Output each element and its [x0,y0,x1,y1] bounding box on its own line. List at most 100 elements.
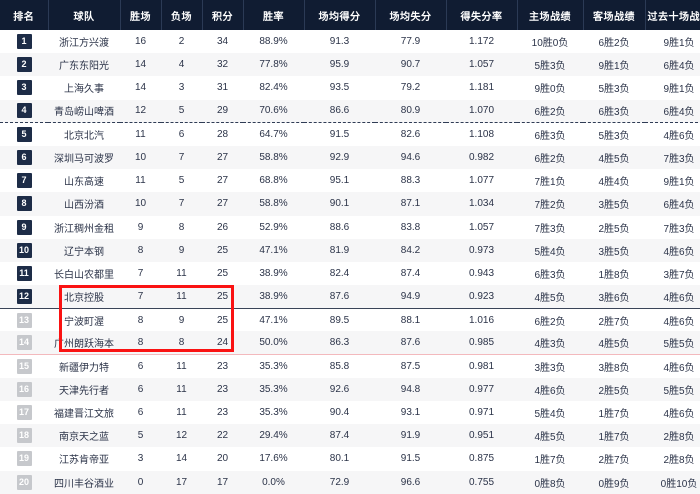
table-row[interactable]: 20 四川丰谷酒业 0 17 17 0.0% 72.9 96.6 0.755 0胜8负 0胜9负 0胜… [0,470,700,494]
cell-team: 广东东阳光 [59,61,109,73]
cell-home: 10胜0负 [531,38,569,50]
cell-pa: 94.9 [375,285,446,309]
column-header-pf[interactable]: 场均得分 [304,0,376,30]
table-row[interactable]: 8 山西汾酒 10 7 27 58.8% 90.1 87.1 1.034 7胜2负 3胜5负 6胜4负… [0,192,700,216]
column-header-pct[interactable]: 胜率 [243,0,305,30]
table-row[interactable]: 7 山东高速 11 5 27 68.8% 95.1 88.3 1.077 7胜1负 4胜4负 9胜1负… [0,169,700,193]
table-row[interactable]: 10 辽宁本钢 8 9 25 47.1% 81.9 84.2 0.973 5胜4负 3胜5负 4胜6负… [0,238,700,262]
rank-badge: 15 [16,358,32,374]
table-row[interactable]: 14 广州朗跃海本 8 8 24 50.0% 86.3 87.6 0.985 4胜3负 4胜5负 5胜… [0,331,700,355]
cell-pts: 25 [216,267,229,279]
rank-cell: 4 [0,99,48,124]
cell-ratio: 1.057 [468,221,495,233]
cell-l: 11 [176,267,187,279]
cell-ratio: 1.172 [468,36,495,48]
cell-away: 3胜5负 [598,246,630,258]
rank-badge: 7 [16,173,32,189]
cell-pa: 94.8 [400,383,421,395]
rank-cell: 17 [0,401,48,424]
cell-pa: 88.3 [400,175,421,187]
table-row[interactable]: 18 南京天之蓝 5 12 22 29.4% 87.4 91.9 0.951 4胜5负 1胜7负 2胜… [0,424,700,448]
cell-pts: 25 [216,314,229,326]
rank-badge: 2 [16,57,32,73]
cell-pts: 25 [202,285,243,309]
table-row[interactable]: 3 上海久事 14 3 31 82.4% 93.5 79.2 1.181 9胜0负 5胜3负 9胜1负… [0,76,700,100]
cell-pct: 0.0% [262,476,285,488]
cell-last: 5胜5负 [663,339,695,351]
cell-last: 7胜3负 [663,223,695,235]
cell-team: 深圳马可波罗 [54,154,114,166]
rank-badge: 20 [16,474,32,490]
table-row[interactable]: 4 青岛崂山啤酒 12 5 29 70.6% 86.6 80.9 1.070 6胜2负 6胜3负 6胜… [0,99,700,124]
table-row[interactable]: 9 浙江稠州金租 9 8 26 52.9% 88.6 83.8 1.057 7胜3负 2胜5负 7胜3… [0,215,700,239]
table-row[interactable]: 15 新疆伊力特 6 11 23 35.3% 85.8 87.5 0.981 3胜3负 3胜8负 4胜… [0,354,700,378]
cell-w: 7 [120,285,161,309]
rank-cell: 1 [0,30,48,53]
cell-w: 14 [134,82,147,94]
cell-w: 8 [137,314,144,326]
cell-pf: 72.9 [329,476,350,488]
table-row[interactable]: 2 广东东阳光 14 4 32 77.8% 95.9 90.7 1.057 5胜3负 9胜1负 6胜4… [0,53,700,77]
cell-pts: 28 [216,129,229,141]
rank-cell: 14 [0,331,48,354]
cell-l: 3 [178,82,185,94]
column-header-last[interactable]: 过去十场战绩 [645,0,700,30]
table-row[interactable]: 6 深圳马可波罗 10 7 27 58.8% 92.9 94.6 0.982 6胜2负 4胜5负 7胜… [0,145,700,170]
cell-ratio: 1.070 [446,99,517,124]
cell-team: 江苏肯帝亚 [59,455,109,467]
column-header-ratio[interactable]: 得失分率 [446,0,518,30]
cell-pf: 91.3 [329,36,350,48]
column-header-w[interactable]: 胜场 [120,0,162,30]
cell-away: 3胜8负 [583,354,645,378]
cell-pa: 87.4 [400,267,421,279]
cell-last: 7胜3负 [663,154,695,166]
column-header-away[interactable]: 客场战绩 [583,0,646,30]
table-row[interactable]: 16 天津先行者 6 11 23 35.3% 92.6 94.8 0.977 4胜6负 2胜5负 5胜… [0,377,700,401]
cell-pa: 79.2 [400,82,421,94]
column-header-team[interactable]: 球队 [48,0,121,30]
cell-pa: 91.5 [400,453,421,465]
rank-badge: 11 [16,265,32,281]
cell-pts: 29 [202,99,243,124]
rank-badge: 9 [16,219,32,235]
table-row[interactable]: 1 浙江方兴渡 16 2 34 88.9% 91.3 77.9 1.172 10胜0负 6胜2负 9胜… [0,30,700,54]
cell-pf: 93.5 [329,82,350,94]
column-header-pts[interactable]: 积分 [202,0,244,30]
rank-cell: 7 [0,169,48,192]
cell-pts: 26 [216,221,229,233]
column-header-pa[interactable]: 场均失分 [375,0,447,30]
cell-ratio: 0.971 [468,407,495,419]
cell-pct: 52.9% [259,221,288,233]
cell-pts: 27 [216,152,229,164]
cell-team: 宁波町渥 [64,316,104,328]
cell-pct: 82.4% [259,82,288,94]
cell-pct: 70.6% [243,99,304,124]
table-row[interactable]: 11 长白山农都里 7 11 25 38.9% 82.4 87.4 0.943 6胜3负 1胜8负 3… [0,261,700,286]
cell-home: 0胜8负 [534,478,566,490]
column-header-rank[interactable]: 排名 [0,0,49,30]
cell-team: 四川丰谷酒业 [54,478,114,490]
cell-ratio: 0.923 [446,285,517,309]
table-row[interactable]: 17 福建晋江文旅 6 11 23 35.3% 90.4 93.1 0.971 5胜4负 1胜7负 4… [0,401,700,425]
cell-away: 1胜7负 [598,432,630,444]
cell-w: 14 [134,59,147,71]
rank-badge: 17 [16,405,32,421]
column-header-l[interactable]: 负场 [161,0,203,30]
cell-team: 上海久事 [64,84,104,96]
table-row[interactable]: 19 江苏肯帝亚 3 14 20 17.6% 80.1 91.5 0.875 1胜7负 2胜7负 2胜… [0,447,700,471]
rank-cell: 6 [0,146,48,169]
table-row[interactable]: 12 北京控股 7 11 25 38.9% 87.6 94.9 0.923 4胜5负 3胜6负 4胜6… [0,285,700,309]
rank-cell: 9 [0,216,48,239]
rank-badge: 5 [16,127,32,143]
column-header-home[interactable]: 主场战绩 [517,0,584,30]
cell-pf: 95.1 [329,175,350,187]
cell-ratio: 0.977 [468,383,495,395]
cell-last: 5胜5负 [663,385,695,397]
table-row[interactable]: 5 北京北汽 11 6 28 64.7% 91.5 82.6 1.108 6胜3负 5胜3负 4胜6负… [0,122,700,146]
cell-pf: 89.5 [329,314,350,326]
rank-cell: 18 [0,424,48,447]
rank-badge: 14 [16,335,32,351]
cell-home: 3胜3负 [517,354,583,378]
cell-w: 3 [137,453,144,465]
table-row[interactable]: 13 宁波町渥 8 9 25 47.1% 89.5 88.1 1.016 6胜2负 2胜7负 4胜6负… [0,308,700,332]
